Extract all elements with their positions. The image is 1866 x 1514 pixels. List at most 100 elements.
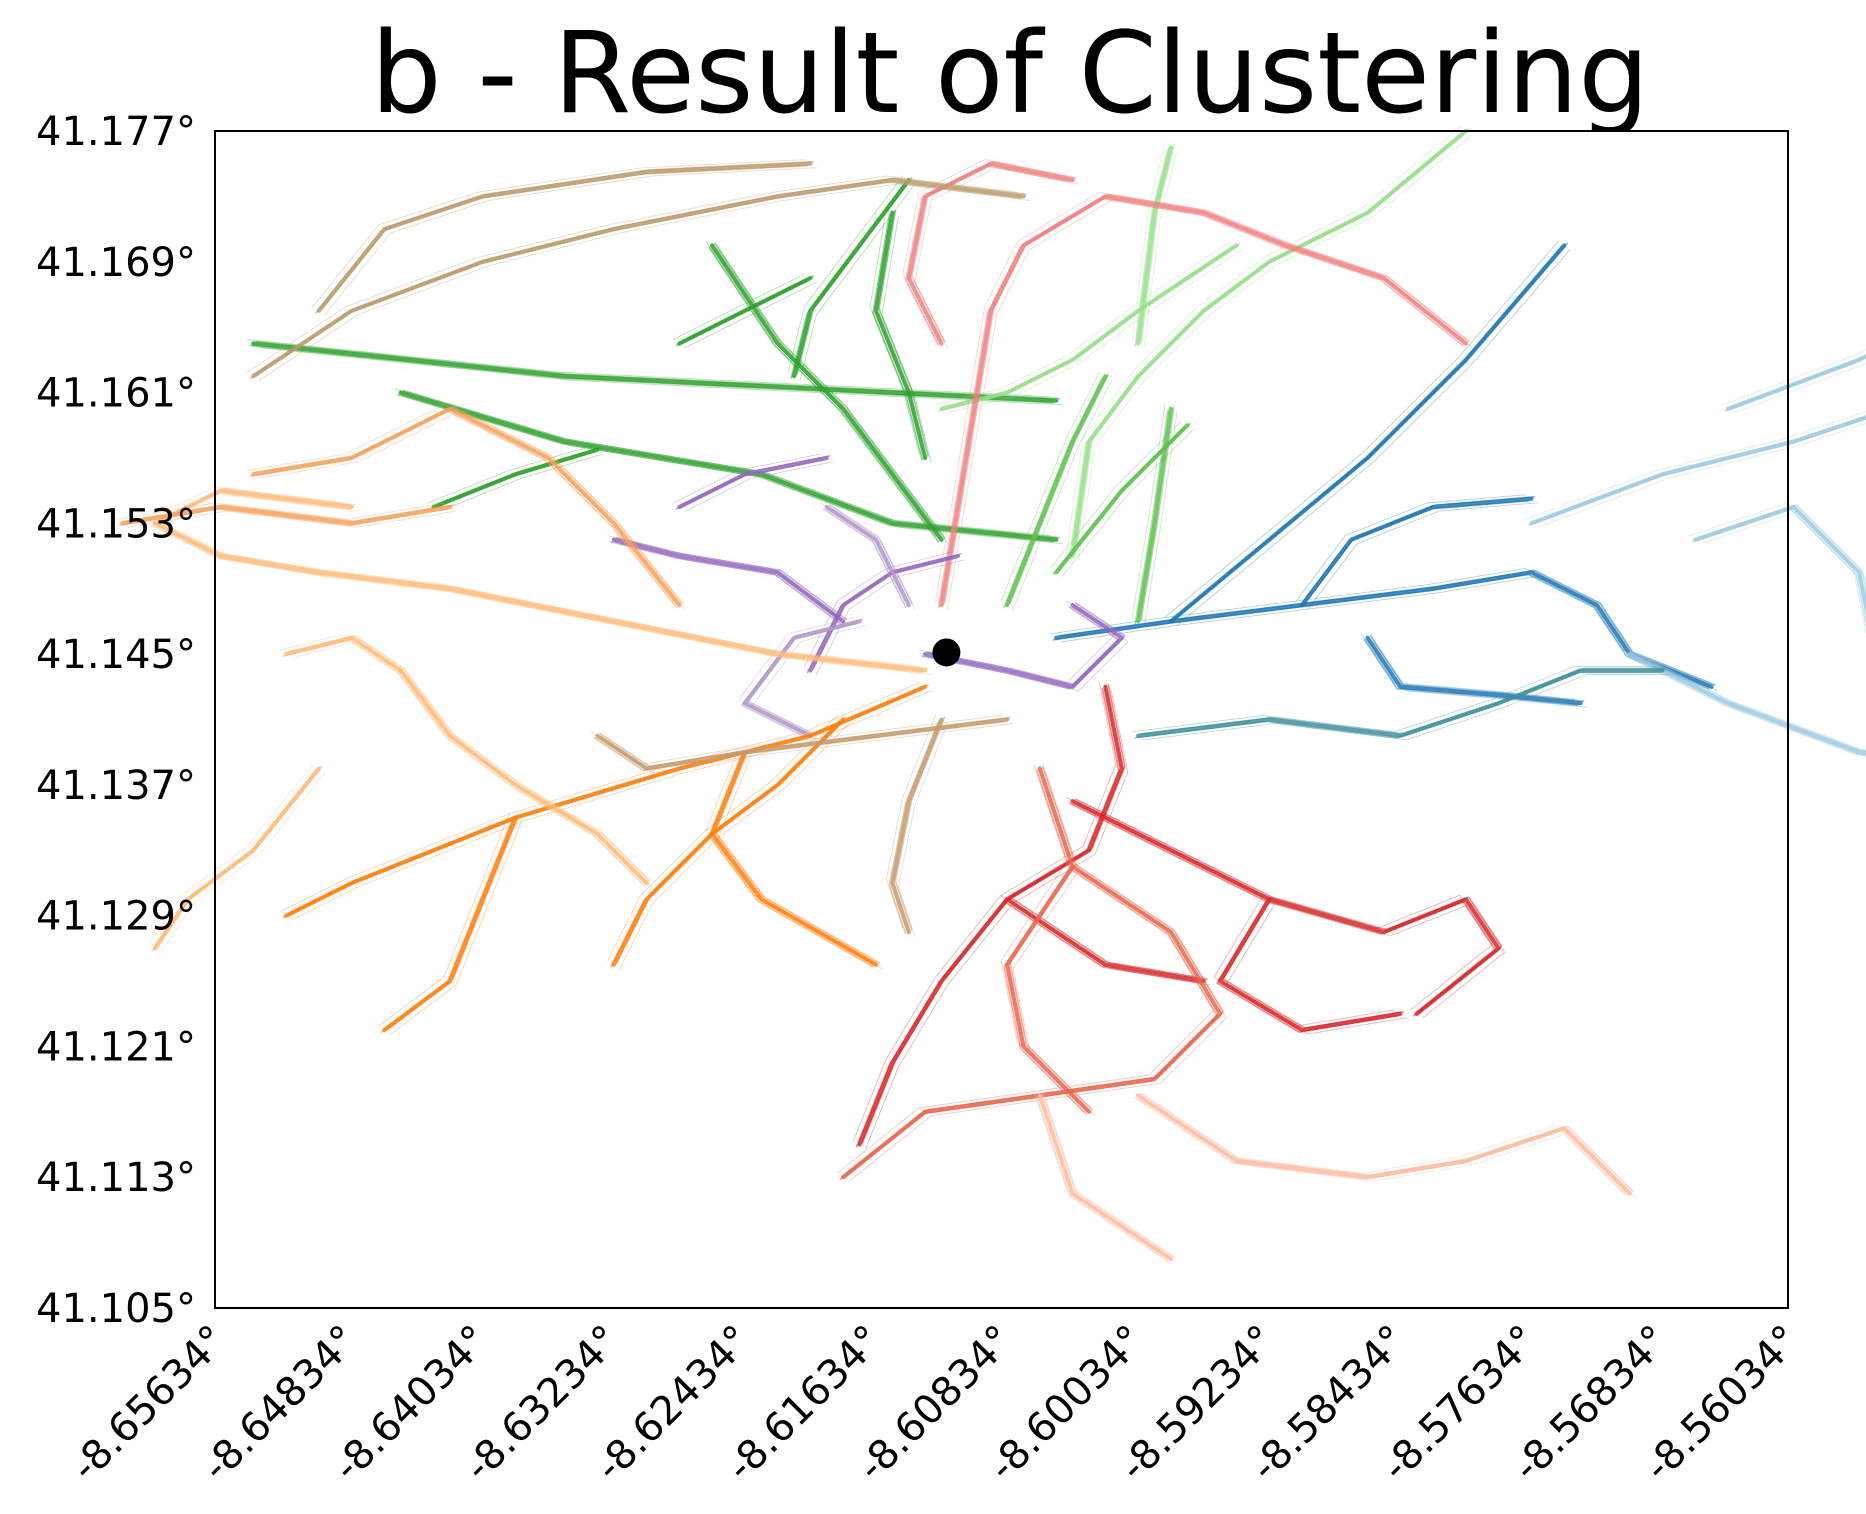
trajectory-line — [1697, 504, 1866, 594]
trajectory-line — [796, 177, 913, 376]
trajectory-line — [681, 455, 831, 506]
trajectory-line — [1304, 495, 1536, 604]
trajectory-line — [1058, 569, 1716, 686]
trajectory-line — [1136, 1093, 1632, 1196]
trajectory-line — [1217, 897, 1403, 1033]
trajectory-line — [1049, 567, 1707, 684]
trajectory-line — [1733, 362, 1866, 414]
trajectory-line — [787, 175, 904, 373]
trajectory-line — [1721, 348, 1866, 406]
trajectory-line — [1536, 423, 1866, 528]
trajectory-line — [389, 821, 522, 1035]
trajectory-line — [1295, 494, 1526, 602]
trajectory-line — [1369, 634, 1585, 703]
y-tick-label: 41.113° — [36, 1155, 196, 1201]
trajectory-line — [396, 671, 645, 886]
trajectory-line — [279, 682, 920, 913]
trajectory-line — [1009, 896, 1208, 980]
trajectory-line — [672, 273, 805, 340]
trajectory-line — [799, 183, 916, 381]
trajectory-line — [947, 199, 1473, 610]
trajectory-line — [1012, 902, 1211, 986]
trajectory-line — [1045, 1099, 1178, 1264]
y-tick-label: 41.105° — [36, 1286, 196, 1332]
trajectory-line — [684, 281, 817, 348]
trajectory-line — [705, 747, 871, 962]
trajectory-line — [836, 1107, 920, 1174]
trajectory-line — [599, 716, 1011, 768]
trajectory-line — [406, 674, 654, 888]
trajectory-line — [872, 213, 923, 461]
trajectory-line — [1140, 1092, 1634, 1193]
trajectory-line — [1012, 870, 1096, 1117]
trajectory-line — [602, 723, 1014, 773]
trajectory-line — [246, 175, 1018, 373]
trajectory-line — [439, 453, 604, 512]
trajectory-line — [246, 404, 674, 602]
trajectory-line — [590, 715, 1002, 765]
trajectory-line — [914, 167, 1080, 348]
trajectory-line — [321, 160, 815, 310]
trajectory-line — [709, 243, 944, 542]
trajectory-line — [1000, 894, 1199, 978]
trajectory-line — [394, 666, 642, 880]
trajectory-line — [1000, 371, 1100, 602]
trajectory-line — [1036, 1096, 1169, 1262]
trajectory-line — [1042, 1092, 1175, 1258]
center-marker — [932, 638, 961, 667]
trajectory-line — [672, 453, 822, 504]
trajectory-line — [1307, 502, 1538, 610]
trajectory-line — [869, 208, 920, 455]
trajectory-line — [1140, 144, 1175, 343]
trajectory-line — [1049, 420, 1182, 569]
trajectory-line — [1363, 638, 1579, 707]
trajectory-line — [1635, 657, 1866, 757]
trajectory-line — [127, 510, 457, 528]
trajectory-line — [1068, 802, 1497, 1017]
trajectory-line — [396, 393, 1054, 543]
trajectory-line — [675, 459, 825, 510]
trajectory-line — [848, 1115, 932, 1182]
trajectory-line — [429, 450, 596, 510]
trajectory-line — [1004, 374, 1108, 608]
trajectory-line — [1131, 142, 1166, 340]
y-tick-label: 41.153° — [36, 501, 196, 547]
trajectory-line — [1004, 864, 1092, 1114]
trajectory-line — [607, 715, 838, 962]
trajectory-line — [1691, 508, 1866, 628]
trajectory-line — [1052, 426, 1186, 576]
trajectory-line — [1066, 126, 1461, 553]
trajectory-line — [435, 446, 602, 506]
trajectory-line — [607, 535, 838, 618]
trajectory-line — [675, 279, 809, 347]
trajectory-line — [255, 406, 684, 604]
trajectory-line — [1361, 633, 1576, 700]
trajectory-line — [1078, 804, 1506, 1019]
trajectory-line — [282, 687, 923, 919]
trajectory-line — [1052, 573, 1710, 690]
trajectory-line — [894, 716, 946, 931]
trajectory-line — [881, 216, 932, 463]
trajectory-line — [1061, 575, 1719, 692]
trajectory-line — [249, 410, 678, 608]
trajectory-line — [1012, 379, 1112, 610]
trajectory-line — [1213, 894, 1395, 1027]
trajectory-line — [427, 445, 592, 504]
trajectory-line — [930, 608, 1129, 692]
trajectory-line — [1631, 651, 1866, 752]
trajectory-line — [593, 720, 1005, 772]
trajectory-line — [251, 406, 682, 608]
trajectory-line — [595, 717, 1010, 771]
trajectory-line — [927, 602, 1126, 686]
trajectory-line — [803, 551, 953, 667]
trajectory-line — [717, 755, 883, 970]
trajectory-line — [714, 749, 880, 964]
trajectory-line — [1134, 1096, 1628, 1197]
trajectory-line — [1529, 415, 1866, 526]
trajectory-line — [708, 753, 874, 968]
figure-title: b - Result of Clustering — [371, 9, 1650, 139]
trajectory-line — [288, 683, 929, 915]
y-axis: 41.177° 41.169° 41.161° 41.153° 41.145° 41.13… — [36, 109, 196, 1332]
y-tick-label: 41.121° — [36, 1024, 196, 1070]
